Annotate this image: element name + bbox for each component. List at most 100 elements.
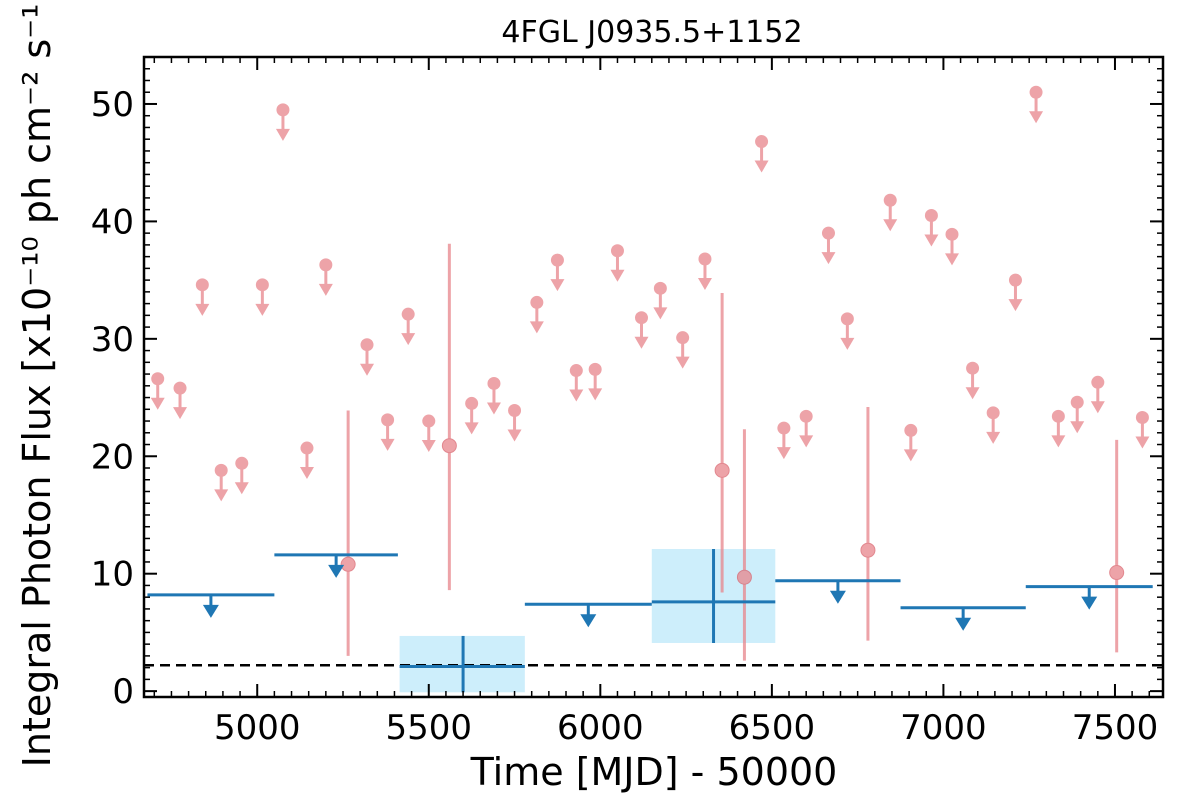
upper-limit-marker	[821, 226, 835, 240]
upper-limit-arrow	[776, 447, 791, 460]
upper-limit-marker	[610, 244, 624, 258]
short-bin-upper-limit	[195, 278, 210, 316]
short-bin-upper-limit	[234, 456, 249, 495]
long-bin-arrow	[829, 590, 846, 604]
x-axis-label: Time [MJD] - 50000	[470, 750, 838, 794]
x-tick-label: 7500	[1072, 708, 1159, 748]
short-bin-upper-limit	[1008, 273, 1023, 312]
short-bin-detection	[1109, 439, 1125, 653]
long-bin-upper-limit	[147, 593, 275, 618]
upper-limit-marker	[840, 312, 854, 326]
upper-limit-marker	[487, 376, 501, 390]
upper-limit-marker	[755, 135, 769, 149]
short-bin-detection	[714, 293, 730, 593]
short-bin-upper-limit	[840, 312, 855, 350]
long-bin-upper-limit	[524, 602, 652, 628]
y-tick-label: 40	[91, 202, 134, 242]
detection-marker	[860, 542, 876, 558]
upper-limit-arrow	[275, 128, 290, 141]
upper-limit-marker	[1051, 409, 1065, 423]
upper-limit-arrow	[986, 431, 1001, 444]
x-tick-label: 6000	[557, 708, 644, 748]
long-bin-upper-limit	[775, 579, 901, 604]
upper-limit-arrow	[1090, 401, 1105, 414]
short-bin-upper-limit	[588, 362, 603, 401]
short-bin-upper-limit	[776, 421, 791, 460]
upper-limit-marker	[945, 227, 959, 241]
upper-limit-marker	[1008, 273, 1022, 287]
long-bin-arrow	[328, 564, 345, 578]
short-bin-upper-limit	[401, 307, 416, 346]
upper-limit-arrow	[924, 234, 939, 247]
long-bin-arrow	[955, 617, 972, 631]
short-bin-series	[150, 85, 1150, 661]
upper-limit-arrow	[421, 440, 436, 453]
short-bin-upper-limit	[380, 413, 395, 451]
x-tick-label: 5000	[214, 708, 301, 748]
short-bin-upper-limit	[173, 381, 188, 420]
short-bin-upper-limit	[610, 244, 625, 282]
upper-limit-marker	[381, 413, 395, 427]
short-bin-upper-limit	[550, 253, 565, 292]
upper-limit-arrow	[214, 489, 229, 502]
long-bin-upper-limit	[1025, 585, 1153, 610]
short-bin-detection	[736, 429, 752, 661]
upper-limit-marker	[235, 456, 249, 470]
upper-limit-marker	[1070, 395, 1084, 409]
long-bin-upper-limit	[900, 606, 1026, 631]
upper-limit-arrow	[464, 422, 479, 435]
y-tick-label: 10	[91, 555, 134, 595]
upper-limit-marker	[465, 396, 479, 410]
upper-limit-arrow	[360, 363, 375, 376]
y-tick-label: 0	[112, 672, 134, 712]
long-bin-arrow	[202, 604, 219, 618]
upper-limit-arrow	[1029, 111, 1044, 124]
long-bin-detection	[399, 635, 525, 693]
detection-marker	[714, 462, 730, 478]
short-bin-upper-limit	[675, 331, 690, 369]
upper-limit-arrow	[799, 435, 814, 448]
upper-limit-marker	[300, 441, 314, 455]
short-bin-upper-limit	[421, 414, 436, 453]
short-bin-upper-limit	[299, 441, 314, 480]
upper-limit-marker	[966, 361, 980, 375]
upper-limit-marker	[924, 209, 938, 223]
short-bin-detection	[860, 406, 876, 641]
upper-limit-marker	[508, 403, 522, 417]
upper-limit-arrow	[318, 283, 333, 296]
short-bin-detection	[441, 243, 457, 591]
upper-limit-arrow	[255, 303, 270, 316]
short-bin-upper-limit	[150, 372, 165, 410]
detection-marker	[736, 569, 752, 585]
upper-limit-marker	[401, 307, 415, 321]
upper-limit-marker	[883, 193, 897, 207]
x-tick-label: 5500	[386, 708, 473, 748]
upper-limit-marker	[276, 103, 290, 117]
short-bin-upper-limit	[965, 361, 980, 400]
upper-limit-arrow	[903, 449, 918, 462]
short-bin-upper-limit	[653, 281, 668, 320]
short-bin-upper-limit	[1029, 85, 1044, 124]
short-bin-upper-limit	[1135, 411, 1150, 449]
upper-limit-arrow	[883, 219, 898, 232]
upper-limit-marker	[634, 311, 648, 325]
upper-limit-arrow	[944, 253, 959, 266]
upper-limit-marker	[550, 253, 564, 267]
long-bin-detection	[651, 549, 776, 643]
upper-limit-marker	[214, 463, 228, 477]
short-bin-upper-limit	[255, 278, 270, 316]
upper-limit-marker	[588, 362, 602, 376]
long-bin-arrow	[580, 614, 597, 628]
upper-limit-arrow	[569, 389, 584, 402]
short-bin-upper-limit	[360, 338, 375, 376]
y-axis-label: Integral Photon Flux [x10⁻¹⁰ ph cm⁻² s⁻¹…	[15, 0, 59, 767]
detection-marker	[441, 438, 457, 454]
long-bin-series	[147, 549, 1153, 693]
upper-limit-arrow	[965, 387, 980, 400]
upper-limit-marker	[799, 409, 813, 423]
short-bin-upper-limit	[634, 311, 649, 349]
short-bin-upper-limit	[924, 209, 939, 247]
plot-frame	[142, 55, 1165, 699]
y-tick-label: 20	[91, 437, 134, 477]
